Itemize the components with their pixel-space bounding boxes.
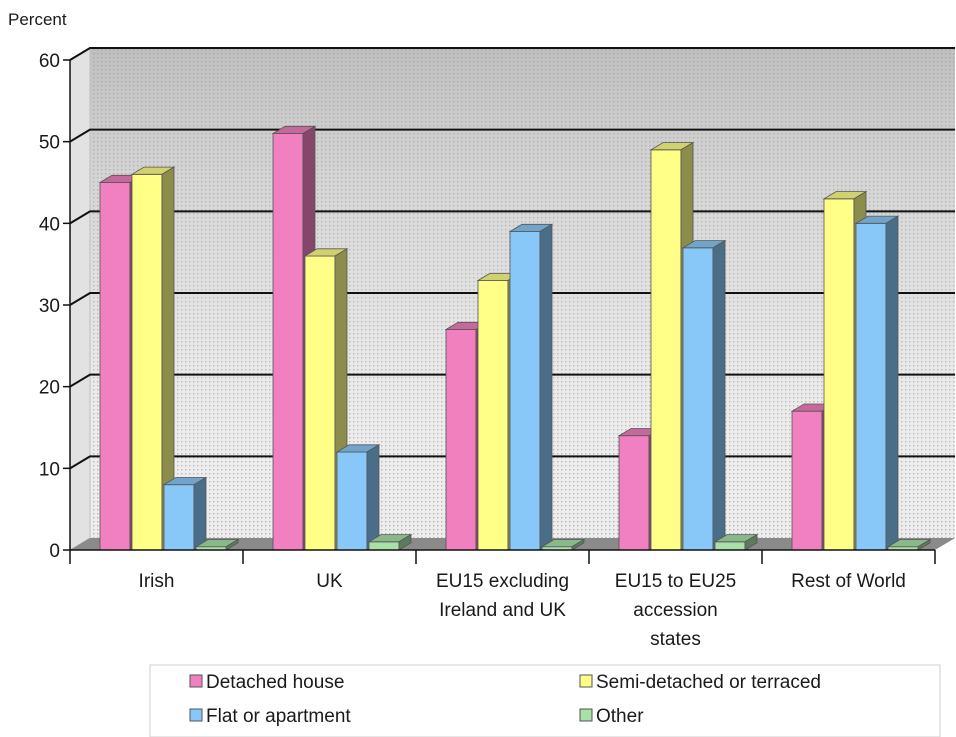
legend-swatch: [189, 674, 203, 688]
bar-front: [650, 149, 682, 551]
bar: [367, 533, 413, 551]
bar-side: [712, 239, 726, 551]
bar-front: [477, 280, 509, 551]
gridline: [69, 128, 955, 143]
bar: [854, 215, 900, 551]
legend-label: Other: [596, 706, 644, 727]
legend-box: [149, 664, 941, 737]
x-tick-label: Irish: [139, 571, 175, 592]
bar-side: [366, 444, 380, 551]
legend-item: Semi-detached or terraced: [579, 672, 821, 693]
legend-label: Detached house: [206, 672, 344, 693]
legend-item: Flat or apartment: [189, 706, 351, 727]
bar-front: [131, 173, 163, 551]
bar: [713, 533, 759, 551]
y-tick-label: 50: [39, 133, 60, 154]
bar-front: [163, 484, 195, 551]
legend-item: Detached house: [189, 672, 344, 693]
bar-side: [885, 215, 899, 551]
legend-label: Flat or apartment: [206, 706, 351, 727]
bar: [886, 538, 932, 551]
bar-side: [744, 533, 758, 551]
y-axis-label: Percent: [8, 10, 67, 29]
bar-front: [368, 541, 400, 551]
y-tick-label: 40: [39, 214, 60, 235]
bar-front: [714, 541, 746, 551]
bar-front: [99, 182, 131, 551]
legend-swatch: [579, 708, 593, 722]
y-tick-label: 0: [49, 541, 60, 562]
bar-side: [539, 223, 553, 551]
bar-front: [855, 222, 887, 551]
legend-item: Other: [579, 706, 644, 727]
bar-front: [618, 435, 650, 551]
bar-front: [445, 329, 477, 551]
legend-label: Semi-detached or terraced: [596, 672, 821, 693]
x-tick-label: EU15 to EU25 accession states: [615, 571, 736, 650]
x-tick-label: EU15 excluding Ireland and UK: [436, 571, 569, 621]
bar: [130, 166, 176, 551]
y-tick-label: 60: [39, 51, 60, 72]
legend: Detached house Semi-detached or terraced F…: [149, 664, 941, 737]
y-tick-label: 10: [39, 459, 60, 480]
bar-front: [336, 451, 368, 551]
bar-front: [272, 133, 304, 551]
bar: [540, 538, 586, 551]
bar-front: [682, 247, 714, 551]
y-tick-label: 20: [39, 378, 60, 399]
bar: [335, 444, 381, 551]
x-tick-label: Rest of World: [791, 571, 906, 592]
legend-swatch: [579, 674, 593, 688]
bar: [681, 239, 727, 551]
bar-side: [225, 538, 239, 551]
bar-front: [791, 410, 823, 551]
bar: [508, 223, 554, 551]
legend-swatch: [189, 708, 203, 722]
bar-front: [304, 255, 336, 551]
x-tick-label: UK: [316, 571, 343, 592]
bar-front: [509, 231, 541, 551]
bar-side: [571, 538, 585, 551]
bar-side: [398, 533, 412, 551]
y-tick-label: 30: [39, 296, 60, 317]
bar-side: [193, 476, 207, 551]
axes: 0 10 20 30 40 50 60 Irish UK EU15 excluding Irelan…: [39, 51, 936, 650]
bar-front: [823, 198, 855, 551]
gridline: [69, 47, 955, 61]
bar-side: [917, 538, 931, 551]
bars: [98, 125, 932, 551]
bar: [162, 476, 208, 551]
